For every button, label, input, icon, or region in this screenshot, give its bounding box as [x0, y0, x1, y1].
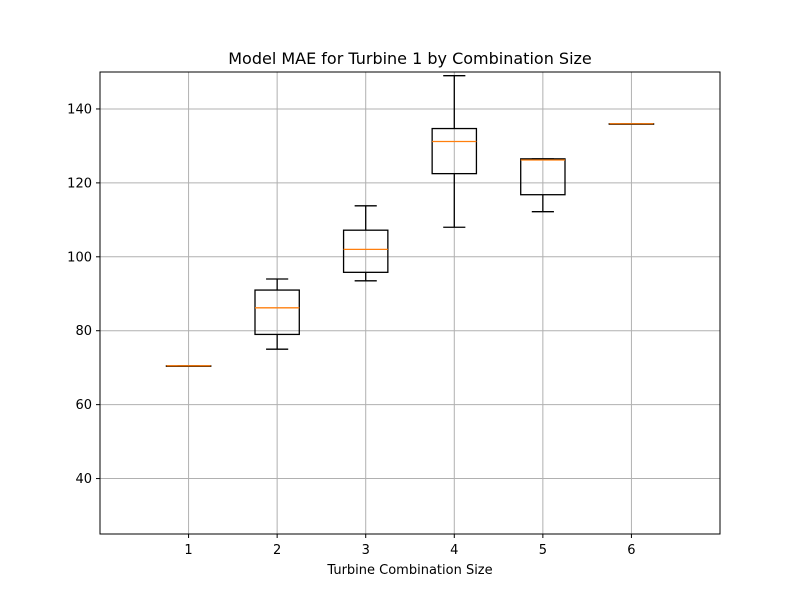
chart-title: Model MAE for Turbine 1 by Combination S…: [228, 49, 592, 68]
plot-frame: [99, 71, 721, 535]
x-tick-label: 5: [539, 543, 547, 558]
x-tick-label: 3: [362, 543, 370, 558]
y-tick-label: 40: [75, 472, 92, 487]
box-5: [520, 158, 566, 213]
ticks: 1 2 3 4 5 6 40 60 80 100 120 140: [67, 102, 635, 558]
box-2: [254, 278, 300, 350]
box-3: [342, 205, 389, 282]
x-axis-label: Turbine Combination Size: [326, 563, 492, 578]
y-tick-label: 80: [75, 324, 92, 339]
box-6: [608, 123, 655, 125]
iqr-box: [520, 158, 566, 196]
x-tick-label: 1: [184, 543, 192, 558]
iqr-box: [431, 127, 478, 175]
box-1: [165, 365, 212, 367]
iqr-box: [254, 289, 300, 336]
y-tick-label: 140: [67, 102, 92, 117]
x-tick-label: 4: [450, 543, 458, 558]
boxes: [165, 75, 655, 367]
grid-lines: [100, 72, 720, 534]
box-4: [431, 75, 478, 228]
y-tick-label: 120: [67, 176, 92, 191]
x-tick-label: 6: [627, 543, 635, 558]
iqr-box: [342, 229, 389, 273]
y-tick-label: 60: [75, 398, 92, 413]
y-tick-label: 100: [67, 250, 92, 265]
x-tick-label: 2: [273, 543, 281, 558]
